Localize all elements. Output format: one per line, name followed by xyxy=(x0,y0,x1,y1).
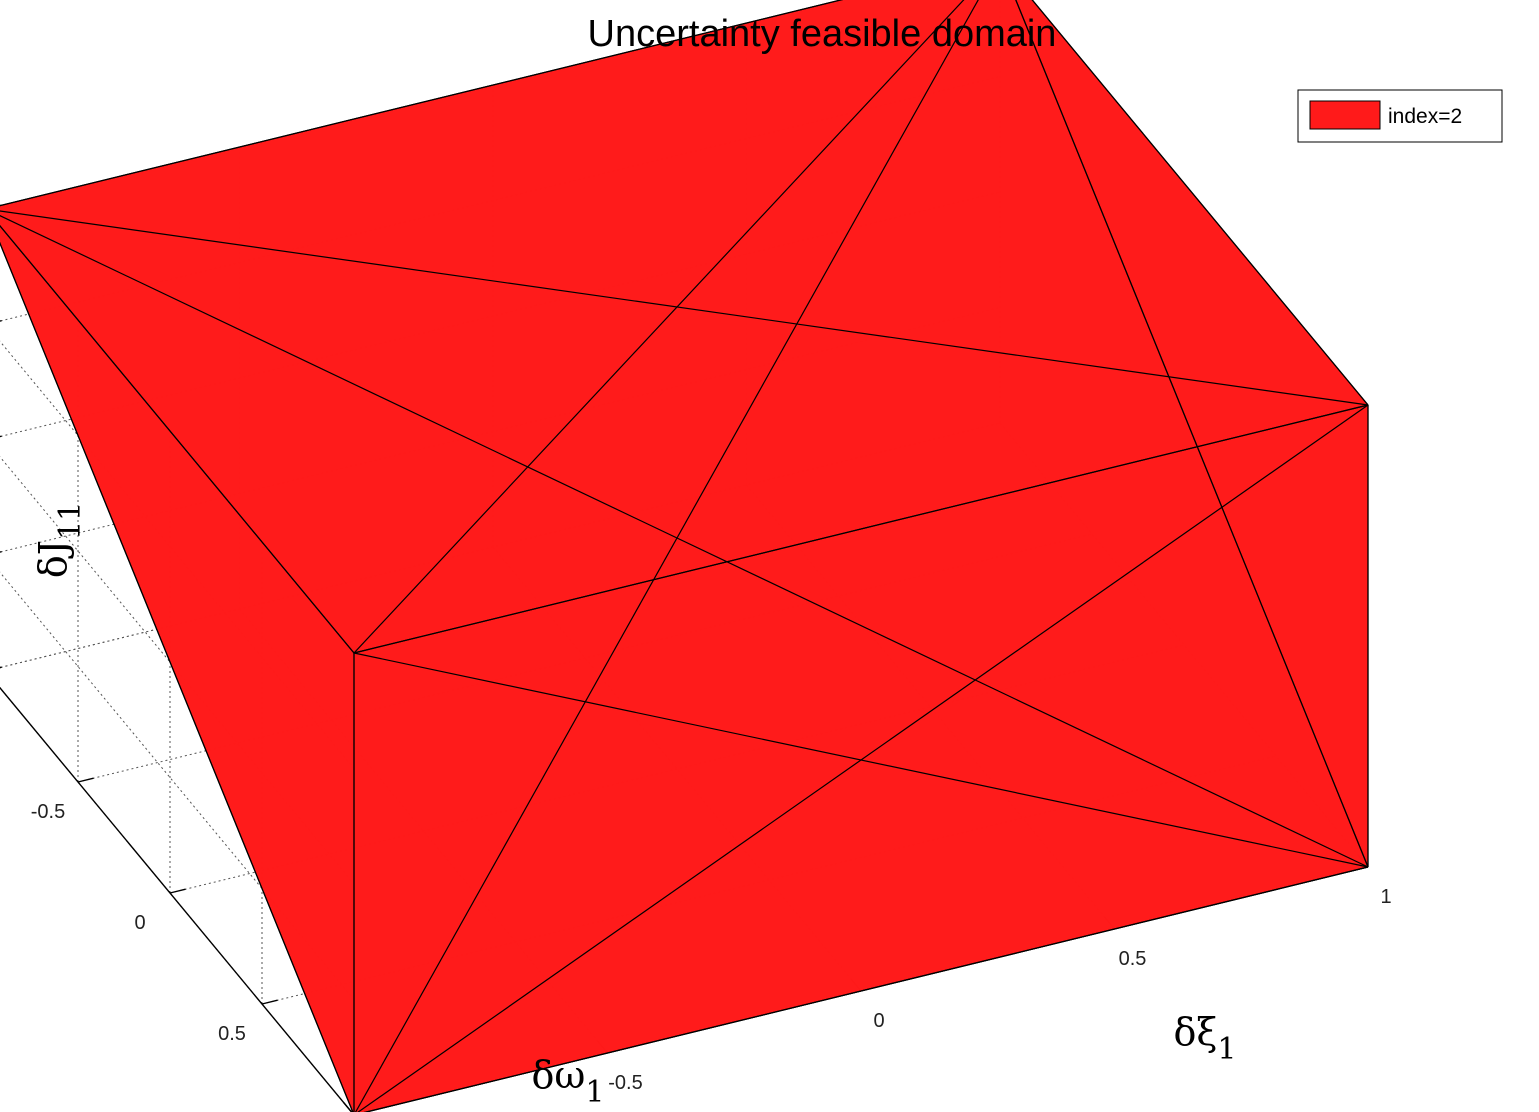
x-tick-mark xyxy=(343,1102,353,1112)
polytope-diagonal xyxy=(353,652,1369,868)
polytope-edge xyxy=(363,866,1369,1112)
y-tick-mark xyxy=(0,666,2,669)
y-axis-label-main: δω xyxy=(532,1053,586,1097)
x-axis-label: δξ1 xyxy=(1174,1010,1237,1067)
z-tick-mark xyxy=(0,320,2,322)
polytope-edge xyxy=(0,224,355,654)
y-axis-label: δω1 xyxy=(532,1053,605,1110)
x-tick-label: 1 xyxy=(1380,886,1391,908)
polytope-diagonal xyxy=(0,215,1369,868)
polytope-edge xyxy=(0,241,354,1112)
x-axis-label-main: δξ xyxy=(1174,1010,1218,1054)
polytope-edge xyxy=(1015,0,1369,868)
polytope-edge xyxy=(353,404,1369,654)
y-tick-mark xyxy=(261,999,278,1005)
z-axis-label-main: δJ xyxy=(31,540,75,578)
x-tick-label: 0.5 xyxy=(1119,948,1147,970)
polytope-edge xyxy=(0,0,844,207)
legend[interactable]: index=2 xyxy=(1297,89,1503,143)
legend-label: index=2 xyxy=(1388,105,1462,128)
polytope-face xyxy=(0,0,1368,1112)
z-tick-mark xyxy=(0,435,2,438)
polytope-edge xyxy=(1031,0,1369,406)
svg-text:δξ1: δξ1 xyxy=(1174,1010,1237,1067)
x-tick-label: 0 xyxy=(873,1010,884,1032)
y-tick-label: 0.5 xyxy=(218,1023,246,1045)
y-tick-label: -0.5 xyxy=(31,801,65,823)
y-axis-label-sub: 1 xyxy=(585,1075,604,1110)
polytope-diagonal xyxy=(0,210,1369,406)
polytope-surface xyxy=(0,0,1369,1112)
y-tick-mark xyxy=(77,777,94,783)
y-tick-mark xyxy=(169,888,186,894)
legend-swatch xyxy=(1309,100,1381,130)
z-tick-mark xyxy=(0,551,2,553)
svg-text:δω1: δω1 xyxy=(532,1053,605,1110)
z-axis-label: δJ11 xyxy=(31,502,88,578)
x-axis-label-sub: 1 xyxy=(1217,1032,1236,1067)
svg-text:δJ11: δJ11 xyxy=(31,502,88,578)
z-axis-label-sub: 11 xyxy=(53,502,88,540)
x-tick-label: -0.5 xyxy=(608,1072,642,1094)
chart-title: Uncertainty feasible domain xyxy=(588,13,1057,55)
y-tick-label: 0 xyxy=(134,912,145,934)
tick-label-layer: -1-0.500.51-1-0.500.51-1-0.500.51 xyxy=(31,801,1392,1094)
